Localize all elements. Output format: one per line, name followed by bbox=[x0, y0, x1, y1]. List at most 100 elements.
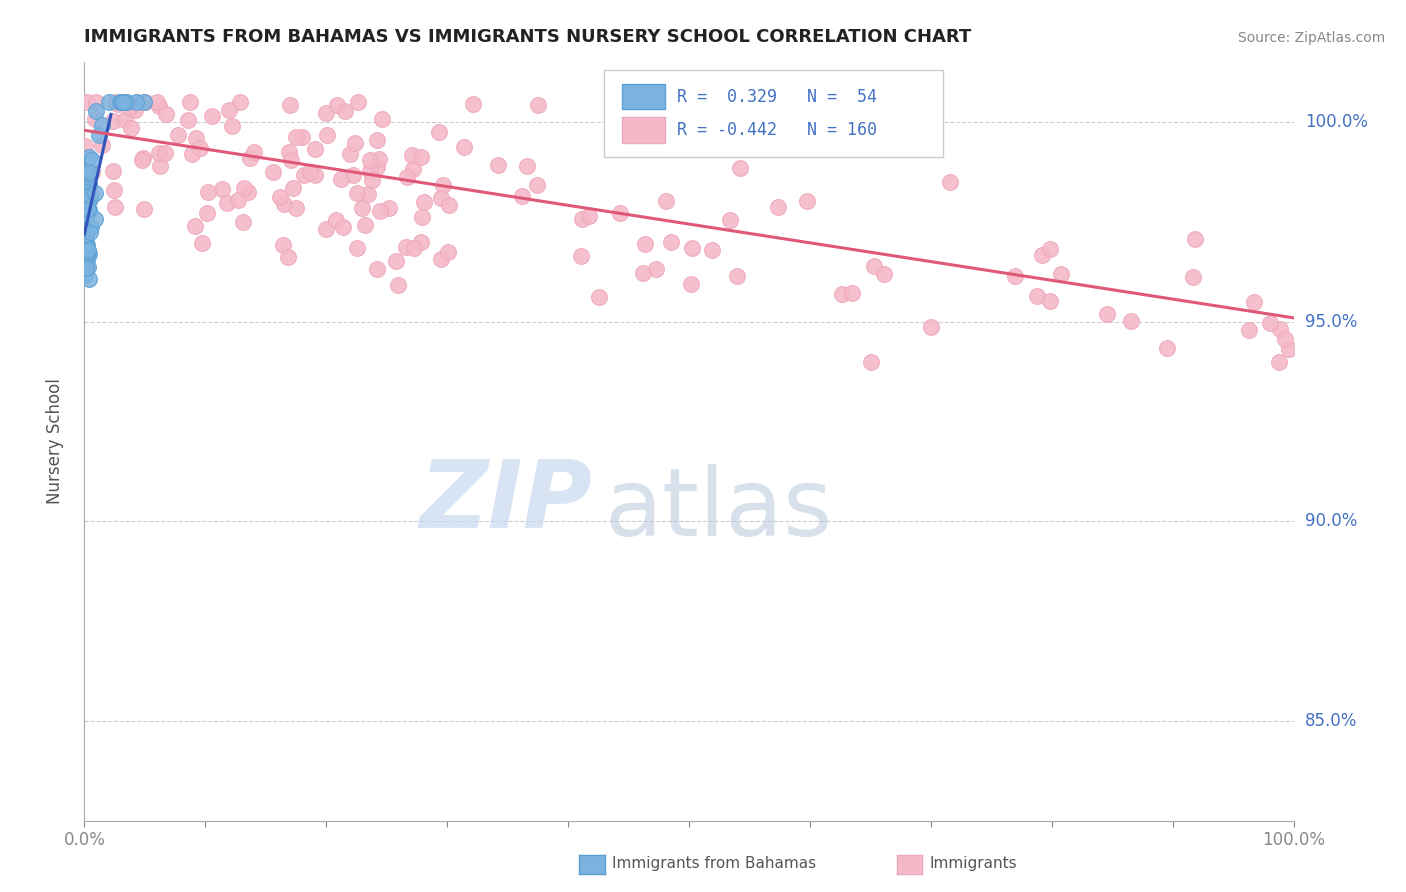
Point bbox=[75, 167, 97, 181]
Point bbox=[75, 239, 97, 253]
Point bbox=[766, 200, 789, 214]
Point bbox=[873, 267, 896, 281]
Point bbox=[427, 126, 450, 140]
Point bbox=[188, 140, 211, 154]
Point bbox=[107, 96, 129, 111]
Point bbox=[110, 95, 132, 110]
Point bbox=[80, 153, 103, 167]
Point bbox=[569, 249, 592, 263]
Point bbox=[73, 185, 96, 199]
Point bbox=[190, 235, 212, 250]
Point bbox=[87, 128, 110, 142]
Point bbox=[75, 222, 97, 236]
Point bbox=[166, 128, 188, 142]
Text: 90.0%: 90.0% bbox=[1305, 512, 1357, 531]
Point bbox=[75, 172, 97, 186]
Point bbox=[367, 152, 389, 166]
Point bbox=[1119, 314, 1142, 328]
Point bbox=[366, 160, 388, 174]
Point bbox=[343, 136, 366, 150]
Point bbox=[1095, 307, 1118, 321]
Point bbox=[304, 169, 326, 183]
Point bbox=[108, 95, 131, 110]
Point bbox=[91, 137, 114, 152]
Point bbox=[659, 235, 682, 249]
Point bbox=[284, 201, 307, 215]
Point bbox=[396, 169, 419, 184]
Point bbox=[132, 202, 155, 217]
Point bbox=[76, 207, 98, 221]
Point bbox=[149, 160, 172, 174]
Point bbox=[75, 164, 97, 178]
Point bbox=[76, 245, 98, 260]
Point bbox=[280, 153, 302, 167]
Point bbox=[404, 241, 426, 255]
Point bbox=[371, 112, 394, 127]
Text: R =  0.329   N =  54: R = 0.329 N = 54 bbox=[676, 87, 877, 105]
Point bbox=[315, 128, 337, 142]
Point bbox=[271, 238, 294, 252]
Point bbox=[75, 184, 97, 198]
Point bbox=[1156, 342, 1178, 356]
Point bbox=[387, 278, 409, 293]
Point bbox=[359, 153, 381, 168]
Point bbox=[681, 241, 703, 255]
Point bbox=[315, 105, 337, 120]
Point bbox=[75, 227, 97, 241]
Text: Immigrants from Bahamas: Immigrants from Bahamas bbox=[612, 856, 815, 871]
Point bbox=[291, 130, 314, 145]
Point bbox=[239, 151, 262, 165]
Point bbox=[75, 139, 97, 153]
Point bbox=[148, 98, 170, 112]
Point bbox=[284, 130, 307, 145]
Point bbox=[181, 147, 204, 161]
Point bbox=[333, 103, 356, 118]
Point bbox=[146, 95, 169, 110]
Point bbox=[439, 198, 461, 212]
Point bbox=[409, 150, 432, 164]
Point bbox=[326, 98, 349, 112]
Point bbox=[938, 175, 960, 189]
Point bbox=[361, 172, 384, 186]
Point bbox=[609, 206, 631, 220]
Point bbox=[134, 95, 156, 110]
Point bbox=[84, 212, 107, 227]
Point bbox=[218, 103, 240, 118]
Point bbox=[1031, 247, 1053, 261]
Point bbox=[1026, 288, 1049, 302]
Text: ZIP: ZIP bbox=[419, 456, 592, 549]
Point bbox=[332, 220, 354, 235]
Point bbox=[1274, 333, 1296, 347]
Point bbox=[77, 167, 100, 181]
Point bbox=[841, 285, 863, 300]
Point bbox=[77, 178, 100, 192]
Point bbox=[114, 95, 136, 110]
Point bbox=[1184, 232, 1206, 246]
Point bbox=[197, 186, 219, 200]
Point bbox=[578, 209, 600, 223]
Point bbox=[195, 206, 218, 220]
Point bbox=[432, 178, 454, 193]
Text: IMMIGRANTS FROM BAHAMAS VS IMMIGRANTS NURSERY SCHOOL CORRELATION CHART: IMMIGRANTS FROM BAHAMAS VS IMMIGRANTS NU… bbox=[84, 28, 972, 45]
Point bbox=[84, 95, 107, 110]
Point bbox=[395, 240, 418, 254]
Point bbox=[1258, 316, 1281, 330]
Bar bbox=[623, 84, 665, 110]
Point bbox=[330, 172, 353, 186]
Text: 100.0%: 100.0% bbox=[1305, 113, 1368, 131]
Point bbox=[512, 188, 534, 202]
Point bbox=[634, 236, 657, 251]
Point bbox=[184, 219, 207, 234]
Point bbox=[75, 244, 97, 259]
Point bbox=[75, 206, 97, 220]
Point bbox=[84, 103, 107, 118]
Point bbox=[125, 95, 148, 110]
Point bbox=[278, 145, 301, 159]
Point bbox=[831, 286, 853, 301]
Point bbox=[80, 219, 103, 234]
Point bbox=[325, 212, 347, 227]
Point bbox=[725, 269, 748, 284]
Text: atlas: atlas bbox=[605, 464, 832, 556]
Point bbox=[77, 194, 100, 208]
Point bbox=[411, 210, 433, 224]
